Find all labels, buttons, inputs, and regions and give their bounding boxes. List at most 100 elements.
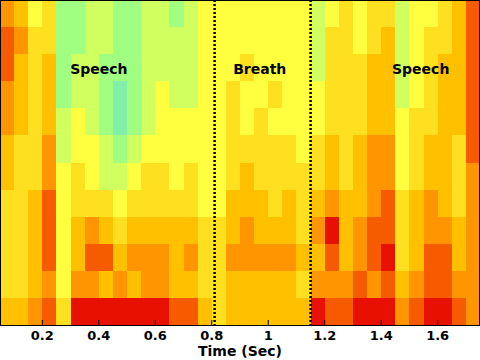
cell	[438, 81, 453, 109]
cell	[226, 0, 241, 28]
cell	[325, 163, 340, 191]
cell	[311, 190, 326, 218]
cell	[226, 135, 241, 163]
cell	[14, 190, 29, 218]
cell	[409, 298, 424, 325]
x-tick	[98, 320, 99, 325]
cell	[325, 217, 340, 245]
cell	[381, 27, 396, 55]
cell	[71, 190, 86, 218]
cell	[381, 298, 396, 325]
cell	[141, 271, 156, 299]
cell	[184, 27, 199, 55]
cell	[296, 27, 311, 55]
cell	[466, 298, 480, 325]
cell	[141, 54, 156, 82]
cell	[311, 108, 326, 136]
cell	[381, 108, 396, 136]
cell	[141, 0, 156, 28]
cell	[240, 81, 255, 109]
cell	[155, 190, 170, 218]
cell	[240, 27, 255, 55]
cell	[325, 0, 340, 28]
cell	[240, 135, 255, 163]
cell	[0, 81, 15, 109]
cell	[99, 27, 114, 55]
cell	[198, 190, 213, 218]
cell	[452, 163, 467, 191]
cell	[184, 54, 199, 82]
cell	[282, 27, 297, 55]
x-axis-label: Time (Sec)	[198, 343, 282, 359]
cell	[254, 217, 269, 245]
cell	[254, 244, 269, 272]
cell	[14, 0, 29, 28]
cell	[141, 81, 156, 109]
cell	[381, 81, 396, 109]
cell	[56, 54, 71, 82]
cell	[71, 244, 86, 272]
cell	[42, 298, 57, 325]
cell	[296, 81, 311, 109]
cell	[367, 190, 382, 218]
cell	[141, 108, 156, 136]
cell	[198, 54, 213, 82]
cell	[367, 163, 382, 191]
cell	[466, 135, 480, 163]
cell	[198, 298, 213, 325]
cell	[268, 190, 283, 218]
cell	[14, 271, 29, 299]
cell	[56, 163, 71, 191]
cell	[339, 244, 354, 272]
cell	[466, 108, 480, 136]
cell	[311, 244, 326, 272]
cell	[28, 54, 43, 82]
cell	[381, 244, 396, 272]
cell	[127, 81, 142, 109]
cell	[268, 298, 283, 325]
cell	[268, 0, 283, 28]
cell	[169, 271, 184, 299]
cell	[113, 0, 128, 28]
cell	[268, 108, 283, 136]
cell	[395, 217, 410, 245]
cell	[155, 217, 170, 245]
cell	[296, 217, 311, 245]
cell	[452, 135, 467, 163]
cell	[226, 298, 241, 325]
cell	[184, 0, 199, 28]
cell	[409, 271, 424, 299]
cell	[353, 108, 368, 136]
cell	[184, 217, 199, 245]
cell	[71, 298, 86, 325]
cell	[381, 135, 396, 163]
cell	[28, 108, 43, 136]
cell	[85, 0, 100, 28]
cell	[466, 244, 480, 272]
cell	[424, 81, 439, 109]
cell	[127, 298, 142, 325]
cell	[367, 54, 382, 82]
cell	[311, 0, 326, 28]
cell	[381, 163, 396, 191]
x-tick	[437, 320, 438, 325]
cell	[127, 190, 142, 218]
x-tick	[268, 320, 269, 325]
cell	[353, 217, 368, 245]
cell	[353, 163, 368, 191]
cell	[424, 27, 439, 55]
cell	[99, 135, 114, 163]
cell	[466, 0, 480, 28]
cell	[0, 298, 15, 325]
cell	[28, 163, 43, 191]
cell	[409, 108, 424, 136]
cell	[311, 27, 326, 55]
cell	[226, 27, 241, 55]
cell	[282, 298, 297, 325]
cell	[56, 135, 71, 163]
cell	[56, 217, 71, 245]
cell	[452, 81, 467, 109]
cell	[339, 298, 354, 325]
cell	[268, 217, 283, 245]
cell	[296, 244, 311, 272]
